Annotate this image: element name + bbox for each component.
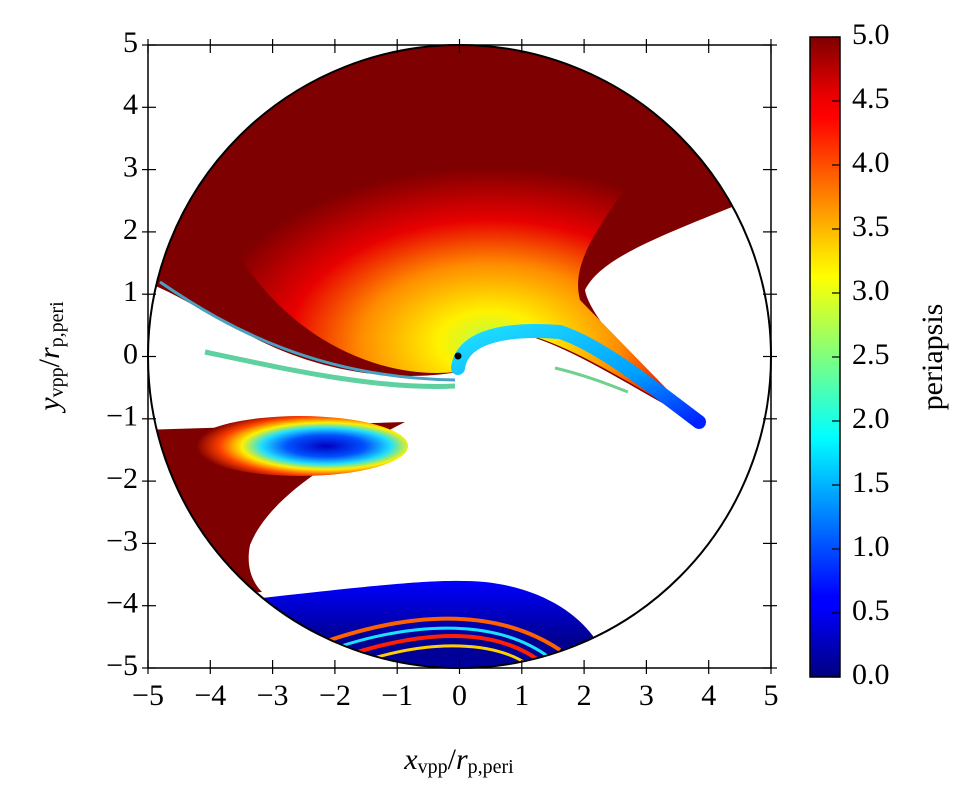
y-tick-label: −1 <box>106 400 138 433</box>
y-tick-label: −5 <box>106 649 138 682</box>
colorbar-label: periapsis <box>916 304 949 411</box>
x-tick-label: −2 <box>319 679 351 712</box>
y-tick-label: 3 <box>123 150 138 183</box>
colorbar-tick-label: 1.5 <box>852 466 890 499</box>
colorbar-tick-label: 1.0 <box>852 530 890 563</box>
y-axis-label: yvpp/rp,peri <box>33 301 68 414</box>
colorbar-tick-label: 2.0 <box>852 402 890 435</box>
y-tick-label: −4 <box>106 587 138 620</box>
y-tick-label: −3 <box>106 524 138 557</box>
y-tick-label: 2 <box>123 213 138 246</box>
x-tick-label: 5 <box>764 679 779 712</box>
colorbar-tick-label: 4.5 <box>852 82 890 115</box>
y-tick-label: 5 <box>123 26 138 59</box>
x-tick-label: 4 <box>701 679 716 712</box>
x-axis-label: xvpp/rp,peri <box>403 743 514 778</box>
y-tick-label: 4 <box>123 88 138 121</box>
x-tick-label: 3 <box>639 679 654 712</box>
colorbar-tick-label: 3.5 <box>852 210 890 243</box>
colorbar-tick-label: 0.5 <box>852 594 890 627</box>
x-tick-label: −1 <box>381 679 413 712</box>
x-tick-label: 2 <box>577 679 592 712</box>
colorbar-tick-label: 4.0 <box>852 146 890 179</box>
center-point <box>454 352 462 360</box>
y-tick-label: 1 <box>123 275 138 308</box>
colorbar-tick-label: 3.0 <box>852 274 890 307</box>
x-tick-label: −3 <box>257 679 289 712</box>
colorbar-tick-label: 2.5 <box>852 338 890 371</box>
colorbar-tick-label: 5.0 <box>852 18 890 51</box>
y-tick-label: −2 <box>106 462 138 495</box>
y-tick-label: 0 <box>123 337 138 370</box>
x-tick-label: −4 <box>194 679 226 712</box>
x-tick-label: 1 <box>514 679 529 712</box>
x-tick-label: 0 <box>452 679 467 712</box>
x-tick-label: −5 <box>132 679 164 712</box>
heatmap-field <box>148 45 771 668</box>
colorbar-tick-label: 0.0 <box>852 658 890 691</box>
